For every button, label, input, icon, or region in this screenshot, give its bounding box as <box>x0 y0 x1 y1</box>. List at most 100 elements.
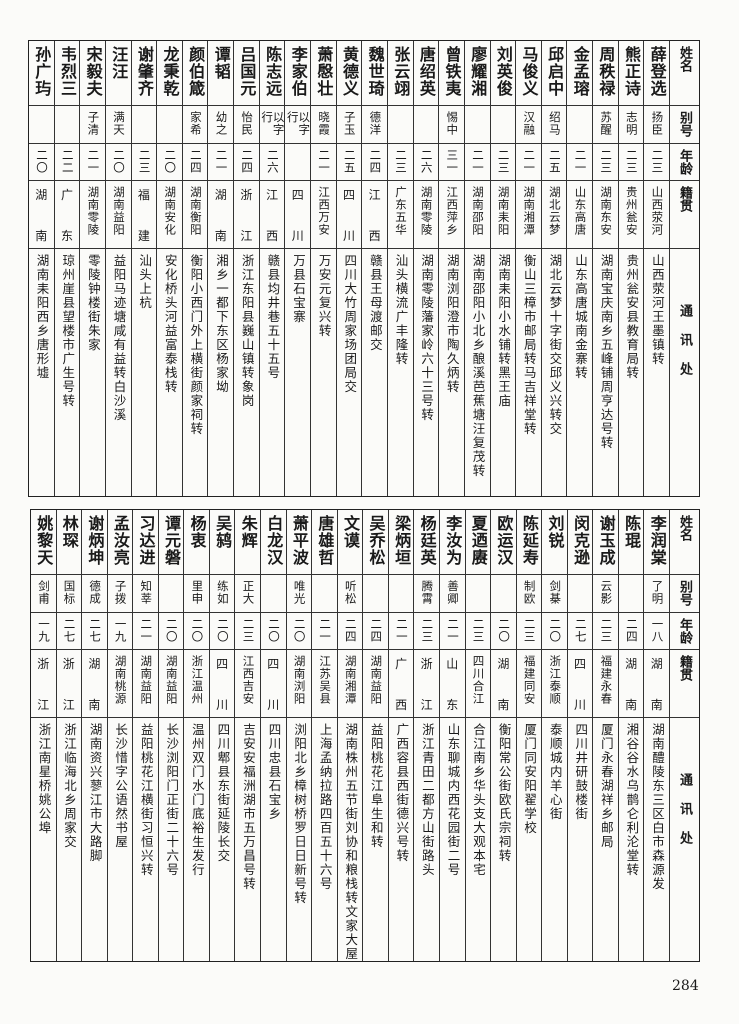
address-value: 益阳马迹塘咸有益转白沙溪 <box>111 254 127 422</box>
age-value: 二一 <box>139 618 154 643</box>
address-cell: 汕头横流广丰隆转 <box>388 249 413 496</box>
address-value: 浙江东阳县巍山镇转象岗 <box>239 254 255 408</box>
table-row: 廖耀湘 二一 湖南邵阳 湖南邵阳小北乡酿溪芭蕉塘汪复茂转 <box>463 41 490 496</box>
age-value: 二〇 <box>111 149 126 174</box>
table-row: 夏迺赓 二三 四川合江 合江南乡华头支大观本宅 <box>464 510 491 961</box>
native-cell: 湖南 <box>82 650 107 718</box>
age-cell: 二六 <box>259 144 285 181</box>
alias-cell: 听松 <box>337 575 363 613</box>
alias-value: 里申 <box>190 580 205 605</box>
native-cell: 江西萍乡 <box>439 181 464 249</box>
name-cell: 唐绍英 <box>413 41 439 106</box>
header-cell-name: 姓名 <box>670 510 699 575</box>
native-value: 浙江 <box>240 186 252 244</box>
native-char: 江 <box>62 698 75 712</box>
header-cell-address: 通讯处 <box>670 249 699 496</box>
alias-cell: 苏醒 <box>593 106 618 144</box>
age-value: 二三 <box>394 149 409 174</box>
alias-cell: 扬臣 <box>644 106 669 144</box>
alias-cell <box>261 575 286 613</box>
native-cell: 浙江 <box>56 650 82 718</box>
name-cell: 谢炳坤 <box>82 510 107 575</box>
alias-cell <box>464 106 490 144</box>
age-value: 二三 <box>241 618 256 643</box>
address-cell: 湘乡一都下东区杨家坳 <box>208 249 233 496</box>
name-value: 欧运汉 <box>494 515 514 566</box>
table-row: 谢炳坤 德成 二七湖南湖南资兴蓼江市大路脚 <box>81 510 107 961</box>
table-row: 姚黎天 剑甫 一九浙江浙江南星桥姚公埠 <box>30 510 56 961</box>
native-value: 四川 <box>343 186 355 244</box>
native-char: 建 <box>137 229 150 243</box>
name-cell: 陈琨 <box>618 510 644 575</box>
name-value: 闵克逊 <box>571 515 591 566</box>
age-cell: 二四 <box>337 613 363 650</box>
header-cell-address: 通讯处 <box>670 718 699 961</box>
header-label-native: 籍贯 <box>677 655 692 681</box>
address-value: 浙江临海北乡周家交 <box>62 723 78 849</box>
alias-value: 苏醒 <box>599 111 614 136</box>
name-cell: 刘英俊 <box>490 41 516 106</box>
alias-cell <box>413 106 439 144</box>
native-char: 南 <box>497 698 510 712</box>
table-row: 谭元磐 二〇 湖南益阳 长沙浏阳门正街二十六号 <box>157 510 184 961</box>
age-cell: 二一 <box>464 144 490 181</box>
native-cell: 湖南耒阳 <box>490 181 516 249</box>
address-cell: 湖南资兴蓼江市大路脚 <box>82 718 107 961</box>
address-cell: 湖南醴陵东三区白市森源发 <box>644 718 669 961</box>
alias-value: 剑棊 <box>548 580 563 605</box>
header-label-alias: 别号 <box>677 580 692 606</box>
address-cell: 四川忠县石宝乡 <box>261 718 286 961</box>
name-cell: 韦烈三 <box>54 41 80 106</box>
age-value: 二四 <box>188 149 203 174</box>
age-value: 二六 <box>265 149 280 174</box>
address-cell: 贵州瓮安县教育局转 <box>619 249 644 496</box>
age-value: 二一 <box>522 149 537 174</box>
name-cell: 杨衷 <box>184 510 209 575</box>
native-cell: 湖南东安 <box>593 181 618 249</box>
age-value: 二三 <box>137 149 152 174</box>
native-cell: 山西荥河 <box>644 181 669 249</box>
age-value: 二三 <box>599 618 614 643</box>
table-row: 李家伯 以字行四川万县石宝寨 <box>284 41 311 496</box>
native-cell: 广东五华 <box>387 181 413 249</box>
address-cell: 湖南宝庆南乡五峰铺周亨达号转 <box>593 249 618 496</box>
address-value: 衡阳小西门外上横街颜家祠转 <box>188 254 204 436</box>
name-value: 金孟瑢 <box>570 46 590 97</box>
native-value: 江西 <box>266 186 278 244</box>
native-value: 湖南益阳 <box>139 655 154 705</box>
name-cell: 张云翊 <box>387 41 413 106</box>
alias-value: 国标 <box>62 580 77 605</box>
address-cell: 浏阳北乡樟树桥罗日日新号转 <box>287 718 312 961</box>
alias-cell <box>131 106 157 144</box>
name-cell: 周秩禄 <box>593 41 618 106</box>
native-value: 湖南东安 <box>599 186 614 236</box>
address-value: 湖南醴陵东三区白市森源发 <box>649 723 665 891</box>
age-value: 二七 <box>62 618 77 643</box>
alias-cell: 晓霞 <box>311 106 336 144</box>
alias-cell <box>465 575 491 613</box>
address-cell: 浙江东阳县巍山镇转象岗 <box>234 249 259 496</box>
native-cell: 江西吉安 <box>235 650 260 718</box>
name-cell: 萧慇壮 <box>311 41 336 106</box>
name-cell: 梁炳垣 <box>388 510 414 575</box>
alias-cell <box>491 575 516 613</box>
native-char: 江 <box>240 229 253 243</box>
age-cell: 二三 <box>131 144 157 181</box>
alias-cell: 幼之 <box>208 106 234 144</box>
alias-cell: 志明 <box>618 106 644 144</box>
table-row: 孙广玙 二〇湖南湖南耒阳西乡唐形墟 <box>28 41 54 496</box>
age-cell: 二一 <box>208 144 234 181</box>
native-value: 四川 <box>292 186 304 244</box>
age-cell <box>285 144 311 181</box>
address-cell: 山西荥河王墨镇转 <box>644 249 669 496</box>
address-cell: 汕头上杭 <box>132 249 157 496</box>
native-value: 湖南益阳 <box>164 655 179 705</box>
address-cell: 零陵钟楼街朱家 <box>80 249 105 496</box>
native-char: 东 <box>60 229 73 243</box>
address-value: 浙江南星桥姚公埠 <box>36 723 52 835</box>
alias-value: 德洋 <box>368 111 383 136</box>
name-value: 陈延寿 <box>519 515 539 566</box>
name-cell: 马俊义 <box>516 41 541 106</box>
table-row: 文谟 听松 二四 湖南湘潭 湖南株州五节街刘协和粮栈转文家大屋 <box>336 510 363 961</box>
alias-value: 剑甫 <box>36 580 51 605</box>
